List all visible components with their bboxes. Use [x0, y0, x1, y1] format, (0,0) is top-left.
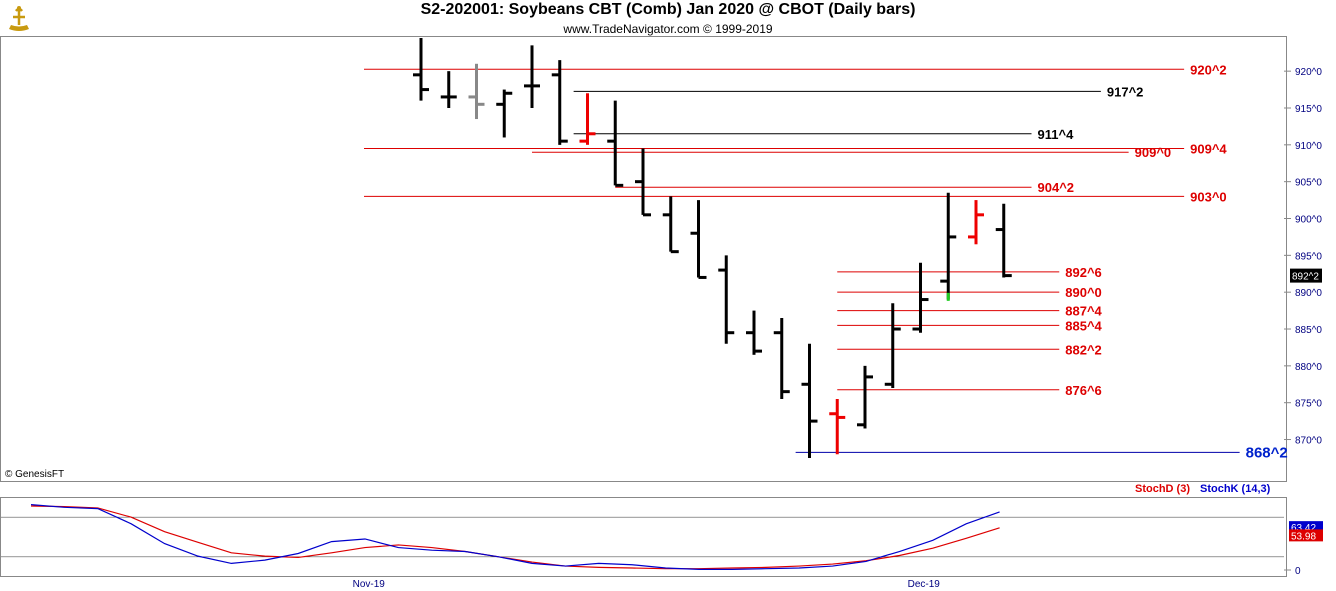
legend-stoch-k: StochK (14,3): [1200, 483, 1271, 495]
y-tick-label: 890^0: [1295, 288, 1322, 299]
y-tick-label: 915^0: [1295, 104, 1322, 115]
ohlc-bar: [607, 100, 624, 187]
ohlc-bar: [551, 60, 568, 145]
y-tick-label: 900^0: [1295, 215, 1322, 226]
y-tick-label: 880^0: [1295, 362, 1322, 373]
level-label: 868^2: [1246, 444, 1288, 461]
level-label: 876^6: [1065, 383, 1102, 398]
price-panel[interactable]: 920^0 915^0 910^0 905^0 900^0 895^0 890^0 885^0…: [0, 36, 1322, 482]
price-chart[interactable]: 920^0 915^0 910^0 905^0 900^0 895^0 890^0 885^0…: [1, 37, 1336, 483]
stoch-k-line: [30, 504, 1000, 570]
ohlc-bar: [884, 303, 901, 388]
ohlc-bar: [912, 262, 929, 333]
y-tick-label: 875^0: [1295, 399, 1322, 410]
y-tick-label: 895^0: [1295, 251, 1322, 262]
stoch-d-badge: [1289, 529, 1323, 542]
level-label: 917^2: [1107, 84, 1144, 99]
y-tick-label: 870^0: [1295, 436, 1322, 447]
x-axis: Nov-19 Dec-19: [353, 579, 941, 590]
stoch-y-tick-label: 0: [1295, 566, 1301, 577]
ohlc-bar: [995, 203, 1012, 278]
ohlc-bar: [773, 317, 790, 400]
level-label: 909^4: [1190, 142, 1227, 157]
ohlc-bar: [690, 200, 707, 279]
ohlc-bar: [968, 200, 984, 245]
stoch-k-value: 63.42: [1291, 523, 1316, 534]
level-label: 890^0: [1065, 285, 1102, 300]
ohlc-bar: [940, 192, 957, 300]
ohlc-bar: [579, 93, 596, 145]
stoch-d-line: [30, 505, 1000, 570]
ohlc-bar: [496, 89, 513, 138]
x-tick-label: Nov-19: [353, 579, 386, 590]
x-tick-label: Dec-19: [908, 579, 941, 590]
stoch-d-value: 53.98: [1291, 531, 1316, 542]
copyright-text: © GenesisFT: [5, 469, 65, 480]
level-label: 887^4: [1065, 304, 1102, 319]
ohlc-bar: [440, 71, 457, 108]
last-price-label: 892^2: [1292, 272, 1319, 283]
stochastic-panel[interactable]: 0 63.42 53.98: [0, 497, 1323, 577]
ohlc-bar: [718, 255, 735, 344]
ohlc-bar: [413, 38, 429, 101]
ohlc-bar: [468, 63, 485, 120]
ohlc-bar: [857, 365, 873, 429]
y-tick-label: 920^0: [1295, 67, 1322, 78]
y-tick-label: 905^0: [1295, 178, 1322, 189]
level-label: 904^2: [1038, 180, 1075, 195]
ohlc-bar: [829, 399, 846, 455]
level-label: 892^6: [1065, 265, 1102, 280]
chart-title: S2-202001: Soybeans CBT (Comb) Jan 2020 …: [420, 1, 916, 18]
level-label: 903^0: [1190, 189, 1227, 204]
ohlc-bar: [524, 45, 540, 108]
ohlc-bar: [662, 196, 679, 254]
ohlc-bar: [801, 343, 818, 458]
genesis-logo-icon: [3, 3, 35, 35]
y-tick-label: 885^0: [1295, 325, 1322, 336]
ohlc-bar: [746, 310, 762, 355]
level-label: 885^4: [1065, 318, 1102, 333]
legend-stoch-d: StochD (3): [1135, 483, 1190, 495]
level-label: 920^2: [1190, 62, 1227, 77]
ohlc-bar: [635, 148, 651, 217]
level-label: 909^0: [1135, 145, 1172, 160]
last-price-badge: [1290, 268, 1322, 283]
level-label: 882^2: [1065, 342, 1102, 357]
y-tick-label: 910^0: [1295, 141, 1322, 152]
level-label: 911^4: [1038, 127, 1075, 142]
chart-subtitle: www.TradeNavigator.com © 1999-2019: [563, 22, 773, 36]
